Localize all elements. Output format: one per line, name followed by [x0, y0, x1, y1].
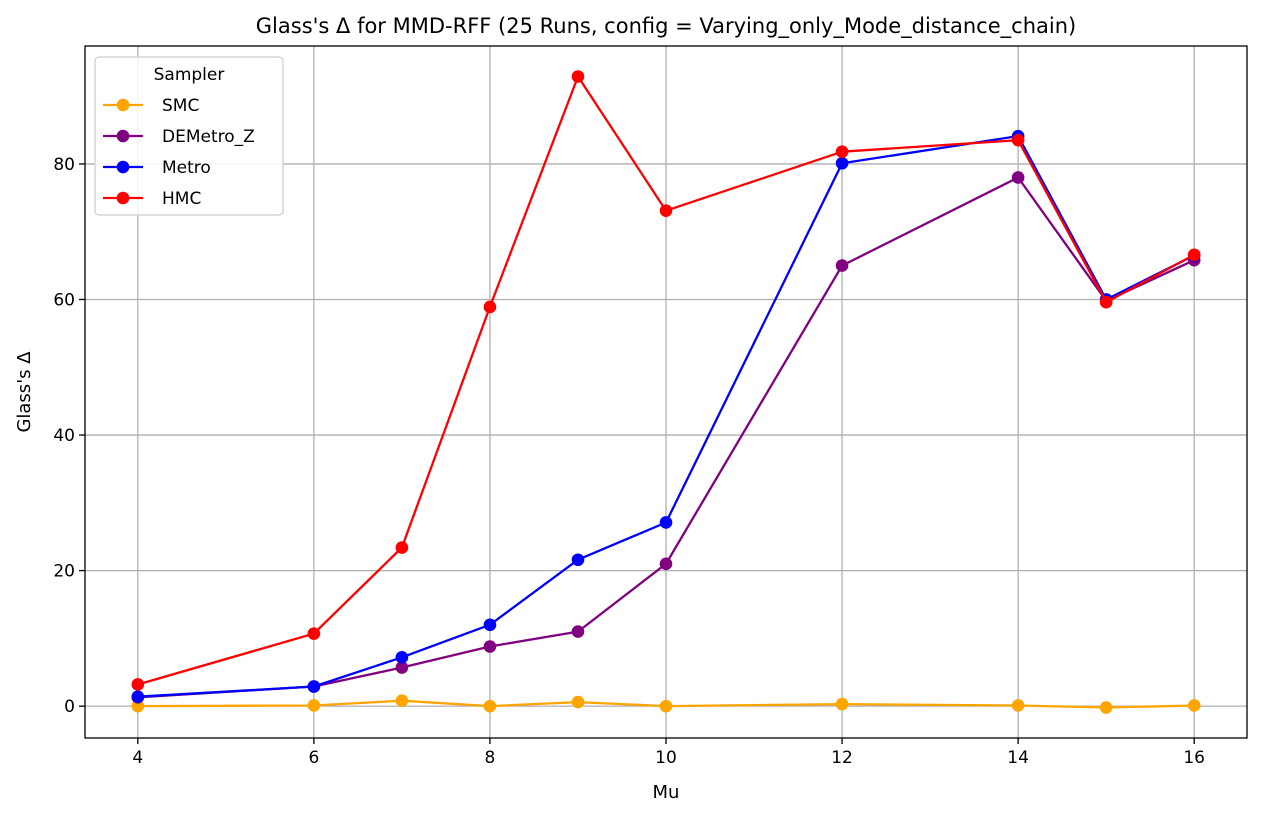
data-point-demetro-z — [395, 661, 409, 674]
ticks: 4 6 8 10 12 14 16 0 20 40 60 80 — [53, 155, 1205, 768]
data-point-hmc — [395, 541, 409, 554]
y-tick-label: 0 — [64, 697, 75, 717]
x-tick-label: 4 — [132, 748, 143, 768]
data-point-smc — [1187, 699, 1201, 712]
x-tick-label: 14 — [1007, 748, 1029, 768]
data-point-hmc — [1187, 248, 1201, 262]
y-axis-label: Glass's Δ — [14, 351, 35, 433]
data-point-smc — [395, 694, 409, 708]
data-point-metro — [483, 618, 497, 632]
legend-marker-smc — [116, 98, 130, 112]
data-point-hmc — [131, 678, 145, 691]
x-tick-label: 6 — [308, 748, 319, 768]
legend-marker-demetro-z — [116, 129, 130, 143]
data-point-demetro-z — [571, 625, 585, 638]
y-tick-label: 20 — [53, 562, 75, 582]
data-point-hmc — [307, 627, 321, 640]
data-point-demetro-z — [835, 259, 849, 272]
data-point-smc — [307, 699, 321, 712]
x-axis-label: Mu — [653, 782, 680, 803]
legend-marker-metro — [116, 160, 130, 174]
data-point-demetro-z — [1011, 171, 1025, 184]
data-point-metro — [835, 156, 849, 170]
data-point-smc — [1011, 699, 1025, 712]
series-line-metro — [137, 134, 1195, 698]
data-point-smc — [1099, 701, 1113, 714]
series-layer — [131, 70, 1201, 714]
y-tick-label: 60 — [53, 290, 75, 310]
legend-item-smc: SMC — [103, 96, 199, 116]
series-line-demetro-z — [137, 176, 1195, 699]
legend: Sampler SMC DEMetro_Z Metro HMC — [94, 56, 284, 216]
legend-item-demetro-z: DEMetro_Z — [103, 127, 255, 147]
data-point-metro — [571, 553, 585, 567]
data-point-smc — [483, 699, 497, 713]
series-line-smc — [137, 699, 1195, 709]
data-point-smc — [571, 695, 585, 709]
data-point-hmc — [1011, 133, 1025, 147]
legend-label-hmc: HMC — [162, 189, 201, 209]
data-point-hmc — [1099, 295, 1113, 309]
y-tick-label: 80 — [53, 155, 75, 175]
x-tick-label: 12 — [831, 748, 853, 768]
data-point-smc — [835, 697, 849, 711]
series-smc — [131, 694, 1201, 714]
data-point-smc — [131, 699, 145, 713]
chart-title: Glass's Δ for MMD-RFF (25 Runs, config =… — [256, 14, 1076, 39]
series-line-hmc — [137, 75, 1195, 686]
legend-label-demetro-z: DEMetro_Z — [162, 127, 255, 147]
legend-title: Sampler — [154, 65, 225, 85]
series-hmc — [131, 70, 1201, 691]
data-point-hmc — [659, 204, 673, 217]
data-point-metro — [131, 690, 145, 703]
data-point-metro — [307, 680, 321, 693]
legend-label-metro: Metro — [162, 158, 211, 178]
x-tick-label: 16 — [1183, 748, 1205, 768]
legend-box — [94, 56, 284, 216]
legend-item-hmc: HMC — [103, 189, 201, 209]
data-point-metro — [659, 516, 673, 529]
data-point-demetro-z — [659, 557, 673, 571]
x-tick-label: 10 — [655, 748, 677, 768]
legend-marker-hmc — [116, 191, 130, 205]
data-point-metro — [395, 651, 409, 664]
data-point-demetro-z — [483, 640, 497, 653]
data-point-hmc — [835, 145, 849, 159]
legend-label-smc: SMC — [162, 96, 199, 116]
legend-item-metro: Metro — [103, 158, 211, 178]
y-tick-label: 40 — [53, 426, 75, 446]
data-point-smc — [659, 699, 673, 713]
data-point-hmc — [571, 70, 585, 83]
data-point-hmc — [483, 300, 497, 314]
x-tick-label: 8 — [485, 748, 496, 768]
